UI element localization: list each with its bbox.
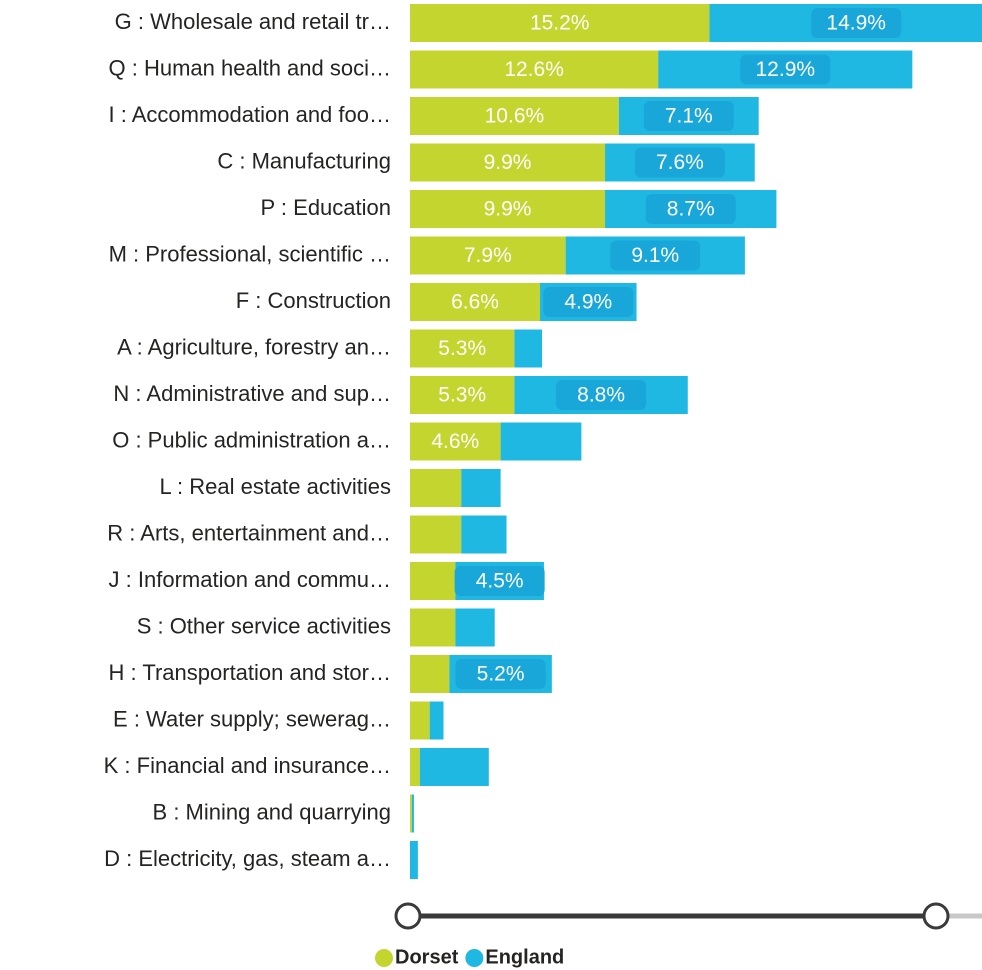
- value-label-bg: [645, 194, 736, 224]
- bar-segment: [410, 608, 456, 647]
- category-label: B : Mining and quarrying: [153, 799, 391, 824]
- category-label: S : Other service activities: [137, 613, 391, 638]
- value-label: 9.9%: [484, 198, 532, 221]
- bar-segment: [419, 748, 489, 786]
- value-label-bg: [454, 566, 545, 596]
- value-label: 14.9%: [826, 12, 886, 35]
- value-label-bg: [643, 101, 734, 131]
- bar-segment: [429, 701, 444, 740]
- bar-segment: [461, 515, 507, 554]
- category-label: K : Financial and insurance…: [104, 753, 391, 778]
- bar-segment: [410, 50, 659, 89]
- category-label: F : Construction: [236, 288, 391, 313]
- value-label: 10.6%: [485, 105, 545, 128]
- value-label: 8.8%: [577, 384, 625, 407]
- category-label: G : Wholesale and retail tr…: [115, 9, 391, 34]
- value-label-bg: [610, 240, 701, 271]
- bar-segment: [411, 794, 414, 833]
- bar-segment: [410, 701, 430, 740]
- bar-segment: [410, 283, 541, 321]
- bar-segment: [455, 608, 495, 647]
- value-label-bg: [556, 380, 647, 410]
- bar-segment: [410, 143, 606, 182]
- bar-segment: [410, 748, 420, 786]
- legend-label: England: [485, 946, 564, 968]
- value-label: 7.9%: [464, 244, 512, 267]
- value-label: 5.3%: [438, 384, 486, 407]
- legend-swatch: [375, 949, 393, 967]
- category-label: N : Administrative and sup…: [113, 381, 391, 406]
- bar-segment: [410, 422, 501, 461]
- bar-segment: [410, 655, 450, 693]
- value-label-bg: [740, 54, 831, 85]
- value-label: 4.6%: [431, 430, 479, 453]
- bar-segment: [500, 422, 582, 461]
- category-label: P : Education: [261, 195, 391, 220]
- value-label: 5.2%: [477, 663, 525, 686]
- bar-segment: [514, 329, 542, 368]
- bar-segment: [410, 794, 412, 833]
- legend-label: Dorset: [395, 946, 459, 968]
- category-label: H : Transportation and stor…: [109, 660, 391, 685]
- value-label: 5.3%: [438, 337, 486, 360]
- bar-segment: [410, 190, 606, 228]
- value-label-bg: [811, 8, 902, 38]
- bar-segment: [410, 4, 710, 42]
- bar-segment: [410, 562, 456, 600]
- category-label: Q : Human health and soci…: [109, 55, 391, 80]
- value-label: 9.9%: [484, 151, 532, 174]
- bar-segment: [410, 236, 566, 275]
- value-label: 7.1%: [665, 105, 713, 128]
- value-label: 15.2%: [530, 12, 590, 35]
- category-label: R : Arts, entertainment and…: [107, 520, 391, 545]
- value-label: 4.9%: [564, 291, 612, 314]
- category-label: A : Agriculture, forestry an…: [117, 334, 391, 359]
- category-label: J : Information and commu…: [109, 567, 391, 592]
- bar-segment: [410, 97, 619, 135]
- category-label: E : Water supply; sewerag…: [113, 706, 391, 731]
- category-label: M : Professional, scientific …: [109, 241, 391, 266]
- slider-handle[interactable]: [922, 902, 950, 930]
- value-label: 12.9%: [756, 58, 816, 81]
- bar-segment: [410, 329, 515, 368]
- bar-segment: [410, 841, 418, 879]
- range-slider: [394, 902, 982, 930]
- category-label: I : Accommodation and foo…: [109, 102, 392, 127]
- value-label: 8.7%: [667, 198, 715, 221]
- category-label: D : Electricity, gas, steam a…: [104, 846, 391, 871]
- bar-segment: [410, 469, 462, 507]
- value-label-bg: [455, 659, 546, 689]
- slider-handle[interactable]: [394, 902, 422, 930]
- value-label: 6.6%: [451, 291, 499, 314]
- value-label: 7.6%: [656, 151, 704, 174]
- value-label: 9.1%: [631, 244, 679, 267]
- bar-segment: [410, 376, 515, 414]
- value-label: 4.5%: [476, 570, 524, 593]
- bar-segment: [461, 469, 501, 507]
- category-label: L : Real estate activities: [159, 474, 391, 499]
- legend-swatch: [465, 949, 484, 967]
- bar-segment: [410, 515, 462, 554]
- category-label: O : Public administration a…: [112, 427, 391, 452]
- value-label: 12.6%: [504, 58, 564, 81]
- value-label-bg: [634, 147, 725, 178]
- category-label: C : Manufacturing: [217, 148, 391, 173]
- value-label-bg: [543, 287, 634, 317]
